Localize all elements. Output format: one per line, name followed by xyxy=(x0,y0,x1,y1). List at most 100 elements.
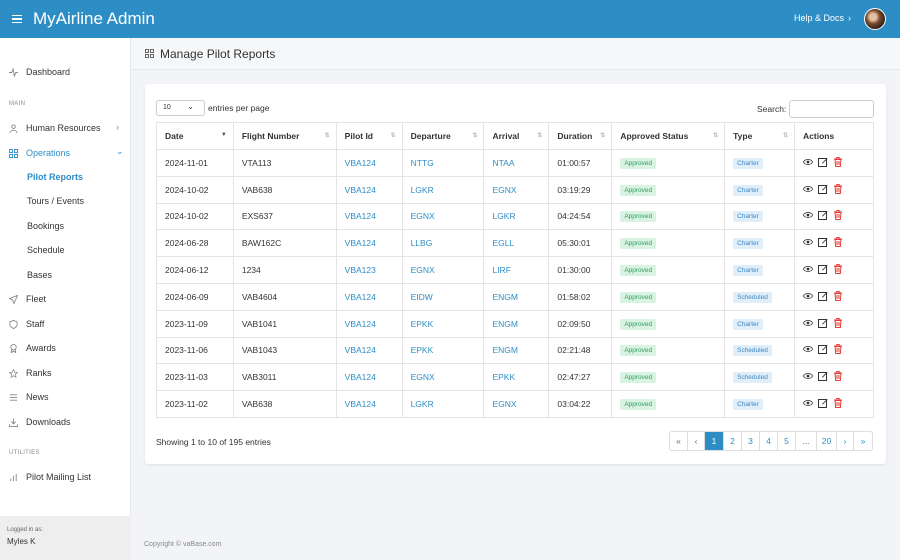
table-cell[interactable]: VBA124 xyxy=(335,336,403,365)
chevron-down-icon[interactable]: ⌄ xyxy=(116,146,124,156)
edit-icon[interactable] xyxy=(818,344,828,356)
trash-icon[interactable] xyxy=(833,290,843,303)
table-cell[interactable]: NTTG xyxy=(401,149,485,177)
edit-icon[interactable] xyxy=(818,318,828,330)
table-cell[interactable]: EIDW xyxy=(401,282,485,311)
sidebar-item-pilot-mailing-list[interactable]: Pilot Mailing List xyxy=(8,472,91,482)
sidebar-subitem-bases[interactable]: Bases xyxy=(27,270,53,280)
search-input[interactable] xyxy=(789,100,874,118)
menu-icon[interactable] xyxy=(12,14,22,24)
trash-icon[interactable] xyxy=(833,317,843,330)
pagination-button[interactable]: 1 xyxy=(705,432,724,450)
sidebar-subitem-pilot-reports[interactable]: Pilot Reports xyxy=(27,172,84,182)
sidebar-item-dashboard[interactable]: Dashboard xyxy=(8,67,70,77)
edit-icon[interactable] xyxy=(818,237,828,249)
table-cell[interactable]: VBA124 xyxy=(335,149,403,177)
column-header[interactable]: Departure ⇅ xyxy=(401,122,485,150)
table-cell[interactable]: NTAA xyxy=(483,149,550,177)
eye-icon[interactable] xyxy=(802,157,814,169)
pagination-button[interactable]: 5 xyxy=(778,432,796,450)
pagination-button[interactable]: » xyxy=(860,436,866,446)
edit-icon[interactable] xyxy=(818,371,828,383)
table-cell[interactable]: VBA124 xyxy=(335,363,403,392)
table-cell[interactable]: EGNX xyxy=(401,363,485,392)
sidebar-item-human-resources[interactable]: Human Resources xyxy=(8,123,101,133)
sort-icon[interactable]: ⇅ xyxy=(537,133,543,139)
eye-icon[interactable] xyxy=(802,237,814,249)
pagination-button[interactable]: 20 xyxy=(817,432,837,450)
edit-icon[interactable] xyxy=(818,291,828,303)
sort-icon[interactable]: ⇅ xyxy=(472,133,478,139)
app-title[interactable]: MyAirline Admin xyxy=(33,9,155,28)
sidebar-item-awards[interactable]: Awards xyxy=(8,343,56,353)
table-cell[interactable]: LGKR xyxy=(401,390,485,418)
table-cell[interactable]: ENGM xyxy=(483,336,550,365)
edit-icon[interactable] xyxy=(818,398,828,410)
sort-icon[interactable]: ⇅ xyxy=(390,133,396,139)
trash-icon[interactable] xyxy=(833,344,843,356)
sidebar-subitem-tours-events[interactable]: Tours / Events xyxy=(27,196,85,206)
table-cell[interactable]: EPKK xyxy=(483,363,550,392)
table-cell[interactable]: VBA124 xyxy=(335,175,403,204)
avatar[interactable] xyxy=(864,8,886,30)
sidebar-item-ranks[interactable]: Ranks xyxy=(8,368,52,378)
table-cell[interactable]: EGLL xyxy=(483,229,550,258)
sort-icon[interactable]: ⇅ xyxy=(324,133,330,139)
eye-icon[interactable] xyxy=(802,318,814,330)
trash-icon[interactable] xyxy=(833,371,843,383)
table-cell[interactable]: EGNX xyxy=(401,256,485,284)
eye-icon[interactable] xyxy=(802,210,814,222)
column-header[interactable]: Type ⇅ xyxy=(724,122,796,150)
pagination-button[interactable]: « xyxy=(670,432,688,450)
edit-icon[interactable] xyxy=(818,184,828,196)
table-cell[interactable]: VBA124 xyxy=(335,229,403,258)
sidebar-item-downloads[interactable]: Downloads xyxy=(8,417,71,427)
sort-icon[interactable]: ⇅ xyxy=(713,133,719,139)
edit-icon[interactable] xyxy=(818,210,828,222)
entries-per-page-select[interactable]: 10 ⌄ xyxy=(156,100,205,116)
trash-icon[interactable] xyxy=(833,183,843,196)
table-cell[interactable]: LGKR xyxy=(483,202,550,231)
trash-icon[interactable] xyxy=(833,156,843,169)
sidebar-subitem-bookings[interactable]: Bookings xyxy=(27,221,65,231)
table-cell[interactable]: EGNX xyxy=(483,175,550,204)
eye-icon[interactable] xyxy=(802,371,814,383)
pagination-button[interactable]: ‹ xyxy=(688,432,705,450)
table-cell[interactable]: EPKK xyxy=(401,336,485,365)
pagination-button[interactable]: 4 xyxy=(760,432,778,450)
sort-icon[interactable]: ⇅ xyxy=(600,133,606,139)
table-cell[interactable]: EGNX xyxy=(483,390,550,418)
sidebar-item-news[interactable]: News xyxy=(8,392,49,402)
edit-icon[interactable] xyxy=(818,157,828,169)
sidebar-item-staff[interactable]: Staff xyxy=(8,319,44,329)
table-cell[interactable]: EGNX xyxy=(401,202,485,231)
eye-icon[interactable] xyxy=(802,398,814,410)
pagination-button[interactable]: 3 xyxy=(742,432,760,450)
table-cell[interactable]: ENGM xyxy=(483,282,550,311)
chevron-right-icon[interactable]: › xyxy=(116,122,119,132)
eye-icon[interactable] xyxy=(802,264,814,276)
eye-icon[interactable] xyxy=(802,291,814,303)
sidebar-item-operations[interactable]: Operations xyxy=(8,148,70,158)
table-cell[interactable]: LGKR xyxy=(401,175,485,204)
table-cell[interactable]: VBA123 xyxy=(335,256,403,284)
column-header[interactable]: Pilot Id ⇅ xyxy=(335,122,403,150)
trash-icon[interactable] xyxy=(833,210,843,222)
pagination-button[interactable]: › xyxy=(837,432,854,450)
column-header[interactable]: Approved Status ⇅ xyxy=(611,122,726,150)
sort-icon[interactable]: ⇅ xyxy=(783,133,789,139)
column-header[interactable]: Date ▼ xyxy=(156,122,234,150)
table-cell[interactable]: LLBG xyxy=(401,229,485,258)
trash-icon[interactable] xyxy=(833,398,843,410)
table-cell[interactable]: VBA124 xyxy=(335,202,403,231)
pagination-button[interactable]: 2 xyxy=(724,432,742,450)
trash-icon[interactable] xyxy=(833,264,843,276)
sidebar-subitem-schedule[interactable]: Schedule xyxy=(27,245,65,255)
sidebar-item-fleet[interactable]: Fleet xyxy=(8,294,46,304)
help-docs-link[interactable]: Help & Docs › xyxy=(793,13,851,23)
eye-icon[interactable] xyxy=(802,344,814,356)
table-cell[interactable]: EPKK xyxy=(401,309,485,338)
table-cell[interactable]: ENGM xyxy=(483,309,550,338)
trash-icon[interactable] xyxy=(833,237,843,249)
table-cell[interactable]: VBA124 xyxy=(335,390,403,418)
